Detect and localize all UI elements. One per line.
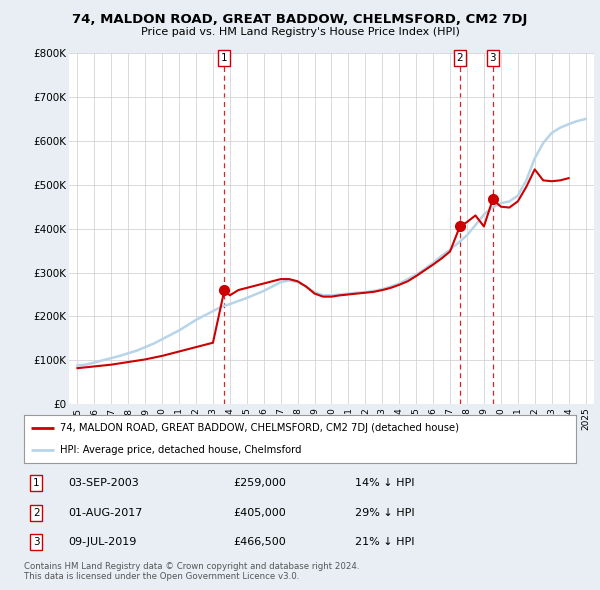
Text: HPI: Average price, detached house, Chelmsford: HPI: Average price, detached house, Chel…: [60, 445, 301, 455]
Text: 09-JUL-2019: 09-JUL-2019: [68, 537, 137, 548]
Text: 03-SEP-2003: 03-SEP-2003: [68, 478, 139, 488]
Text: 3: 3: [490, 53, 496, 63]
Text: 74, MALDON ROAD, GREAT BADDOW, CHELMSFORD, CM2 7DJ (detached house): 74, MALDON ROAD, GREAT BADDOW, CHELMSFOR…: [60, 423, 459, 433]
Text: 2: 2: [457, 53, 463, 63]
Text: 74, MALDON ROAD, GREAT BADDOW, CHELMSFORD, CM2 7DJ: 74, MALDON ROAD, GREAT BADDOW, CHELMSFOR…: [73, 13, 527, 26]
Text: 21% ↓ HPI: 21% ↓ HPI: [355, 537, 415, 548]
Text: £466,500: £466,500: [234, 537, 287, 548]
Text: £405,000: £405,000: [234, 508, 287, 517]
Text: 01-AUG-2017: 01-AUG-2017: [68, 508, 143, 517]
Text: 1: 1: [221, 53, 227, 63]
Text: 2: 2: [33, 508, 40, 517]
Text: 14% ↓ HPI: 14% ↓ HPI: [355, 478, 415, 488]
Text: Price paid vs. HM Land Registry's House Price Index (HPI): Price paid vs. HM Land Registry's House …: [140, 27, 460, 37]
Text: 3: 3: [33, 537, 40, 548]
Text: Contains HM Land Registry data © Crown copyright and database right 2024.
This d: Contains HM Land Registry data © Crown c…: [24, 562, 359, 581]
Text: 29% ↓ HPI: 29% ↓ HPI: [355, 508, 415, 517]
Text: £259,000: £259,000: [234, 478, 287, 488]
Text: 1: 1: [33, 478, 40, 488]
